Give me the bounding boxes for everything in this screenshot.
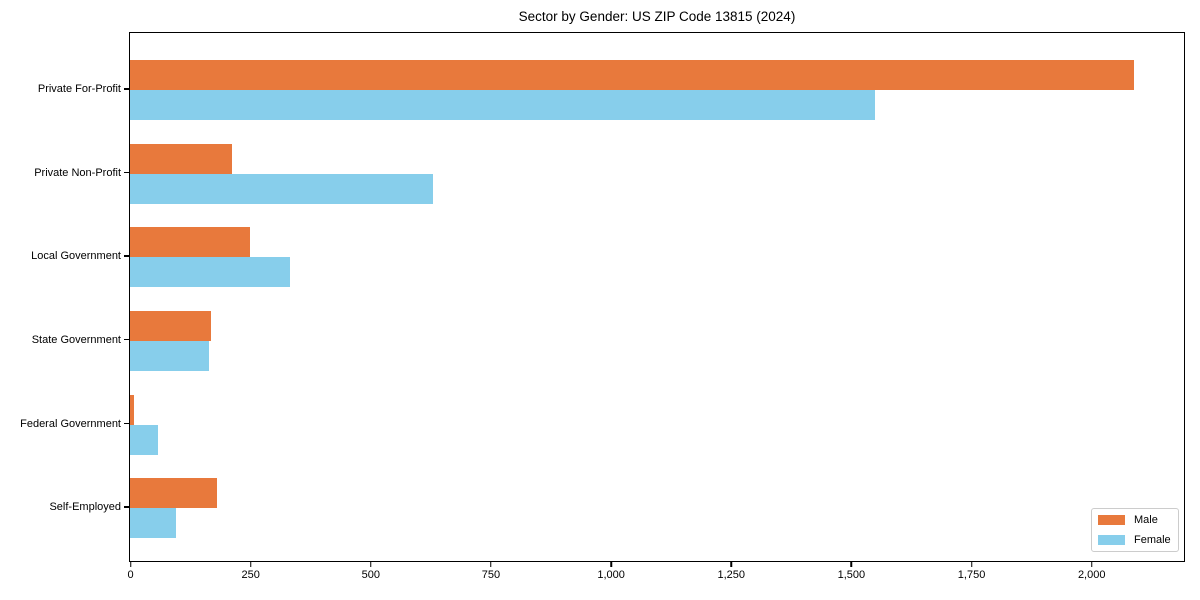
x-tick-label: 500 [361,569,380,581]
bar-male-local-government [130,227,251,258]
plot-area [129,32,1185,562]
legend-swatch-female [1098,535,1125,545]
x-tick-label: 1,250 [717,569,746,581]
y-tick-label: Private Non-Profit [34,166,121,179]
x-tick-label: 0 [127,569,134,581]
bar-female-private-non-profit [130,173,433,204]
legend-swatch-male [1098,515,1125,525]
y-tick-mark [124,422,129,425]
x-tick-mark [730,562,732,567]
x-tick-label: 1,750 [957,569,986,581]
bar-female-self-employed [130,508,176,539]
bar-male-state-government [130,310,211,341]
bar-female-private-for-profit [130,90,875,120]
y-tick-mark [124,506,129,508]
y-tick-mark [124,255,129,257]
x-tick-label: 2,000 [1077,569,1106,581]
bar-female-state-government [130,340,209,371]
x-tick-mark [490,562,492,567]
y-tick-label: State Government [31,333,121,346]
legend-label-female: Female [1134,534,1171,546]
legend: Male Female [1091,508,1179,552]
x-tick-mark [1090,562,1093,567]
y-tick-label: Federal Government [20,417,121,430]
x-tick-label: 1,000 [597,569,625,581]
bar-male-self-employed [130,478,217,509]
bar-female-federal-government [130,424,158,455]
x-tick-mark [129,562,132,567]
y-tick-label: Local Government [31,250,121,263]
x-tick-mark [970,562,973,567]
legend-label-male: Male [1134,514,1158,526]
bar-male-private-for-profit [130,60,1135,90]
x-tick-mark [370,562,372,567]
y-tick-mark [124,88,129,90]
x-tick-mark [249,562,252,567]
y-tick-mark [124,338,129,341]
bar-female-local-government [130,257,290,288]
x-tick-mark [850,562,853,567]
y-tick-label: Private For-Profit [37,83,121,95]
chart-title: Sector by Gender: US ZIP Code 13815 (202… [518,9,796,24]
x-tick-label: 750 [481,569,501,581]
legend-item-female: Female [1098,534,1171,546]
x-tick-label: 250 [241,569,260,581]
bar-male-private-non-profit [130,143,233,174]
bar-male-federal-government [130,394,135,425]
x-tick-label: 1,500 [837,569,866,581]
x-tick-mark [610,562,612,567]
y-tick-mark [124,171,129,174]
y-tick-label: Self-Employed [49,501,121,514]
legend-item-male: Male [1098,514,1171,526]
